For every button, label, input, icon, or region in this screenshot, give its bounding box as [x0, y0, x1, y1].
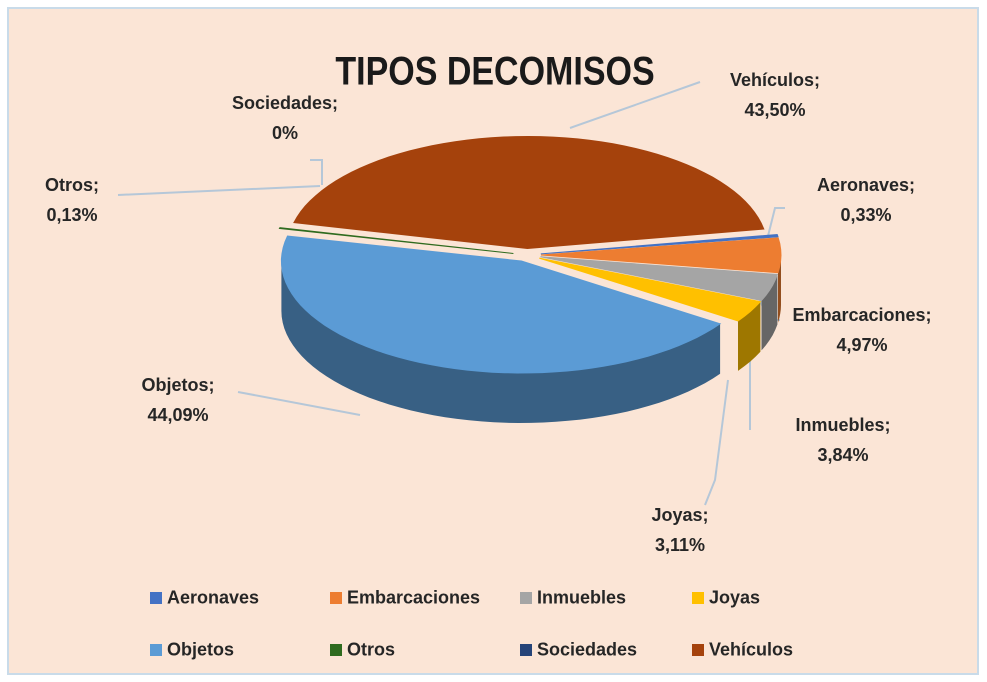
legend-swatch: [692, 592, 704, 604]
data-label: Sociedades; 0%: [231, 93, 339, 143]
data-label: Vehículos; 43,50%: [729, 70, 821, 120]
legend-swatch: [520, 592, 532, 604]
pie-slice: [278, 227, 514, 254]
legend-label: Joyas: [709, 587, 761, 608]
legend-label: Sociedades: [537, 639, 638, 660]
legend-swatch: [150, 644, 162, 656]
legend-swatch: [150, 592, 162, 604]
pie-tops: [278, 135, 782, 374]
pie-slice: [540, 256, 779, 301]
leader-line: [117, 185, 321, 196]
legend-label: Embarcaciones: [347, 587, 481, 608]
legend-swatch: [330, 592, 342, 604]
data-label: Objetos; 44,09%: [141, 375, 215, 425]
pie-slice: [540, 237, 782, 274]
leader-line: [704, 379, 729, 506]
leader-line: [767, 207, 785, 237]
chart-title: TIPOS DECOMISOS: [335, 49, 655, 94]
leader-line: [569, 81, 701, 129]
pie-side: [281, 261, 721, 423]
leader-line: [310, 159, 323, 185]
pie-side: [778, 255, 781, 323]
legend-label: Aeronaves: [167, 587, 260, 608]
pie-slice: [280, 235, 722, 374]
data-label: Embarcaciones; 4,97%: [792, 305, 932, 355]
legend-label: Inmuebles: [537, 587, 627, 608]
pie-side: [761, 274, 778, 351]
legend-swatch: [692, 644, 704, 656]
leader-line: [237, 391, 361, 416]
legend-swatch: [330, 644, 342, 656]
legend-swatch: [520, 644, 532, 656]
pie-side: [738, 301, 761, 371]
legend-label: Objetos: [167, 639, 235, 660]
data-label: Otros; 0,13%: [45, 175, 99, 225]
pie-slice: [540, 233, 779, 255]
data-label: Inmuebles; 3,84%: [795, 415, 891, 465]
legend-label: Vehículos: [709, 639, 794, 660]
pie-sides: [281, 255, 781, 423]
data-label: Joyas; 3,11%: [651, 505, 709, 555]
data-label: Aeronaves; 0,33%: [816, 175, 916, 225]
pie-slice: [539, 257, 762, 322]
pie-slice: [293, 135, 765, 250]
legend-label: Otros: [347, 639, 396, 660]
